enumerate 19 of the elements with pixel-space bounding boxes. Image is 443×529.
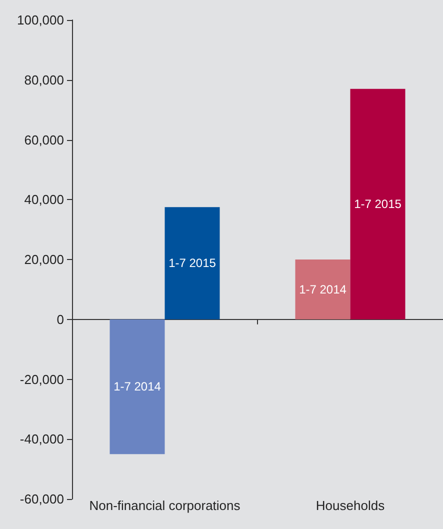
y-tick-label: -40,000 [20, 432, 64, 447]
text: 1-7 2015 [354, 197, 402, 212]
x-tick-label: Non-financial corporations [89, 498, 241, 513]
series-label: 1-7 2014 [114, 380, 162, 394]
y-tick-label: 80,000 [24, 72, 64, 88]
y-tick-label: 100,000 [17, 12, 64, 28]
y-tick-label: 40,000 [24, 192, 64, 208]
bar [350, 88, 406, 320]
y-tick-label: 0 [56, 312, 64, 327]
x-tick-label: Households [316, 498, 386, 513]
text: 1-7 2014 [299, 282, 346, 296]
bar [110, 319, 165, 454]
bar [295, 260, 350, 320]
y-tick-label: -60,000 [20, 492, 64, 506]
y-tick-label: 20,000 [24, 252, 64, 267]
bar [164, 207, 220, 320]
y-tick-label: -20,000 [20, 372, 64, 387]
y-tick-label: 60,000 [24, 132, 64, 148]
series-label: 1-7 2015 [168, 256, 216, 270]
